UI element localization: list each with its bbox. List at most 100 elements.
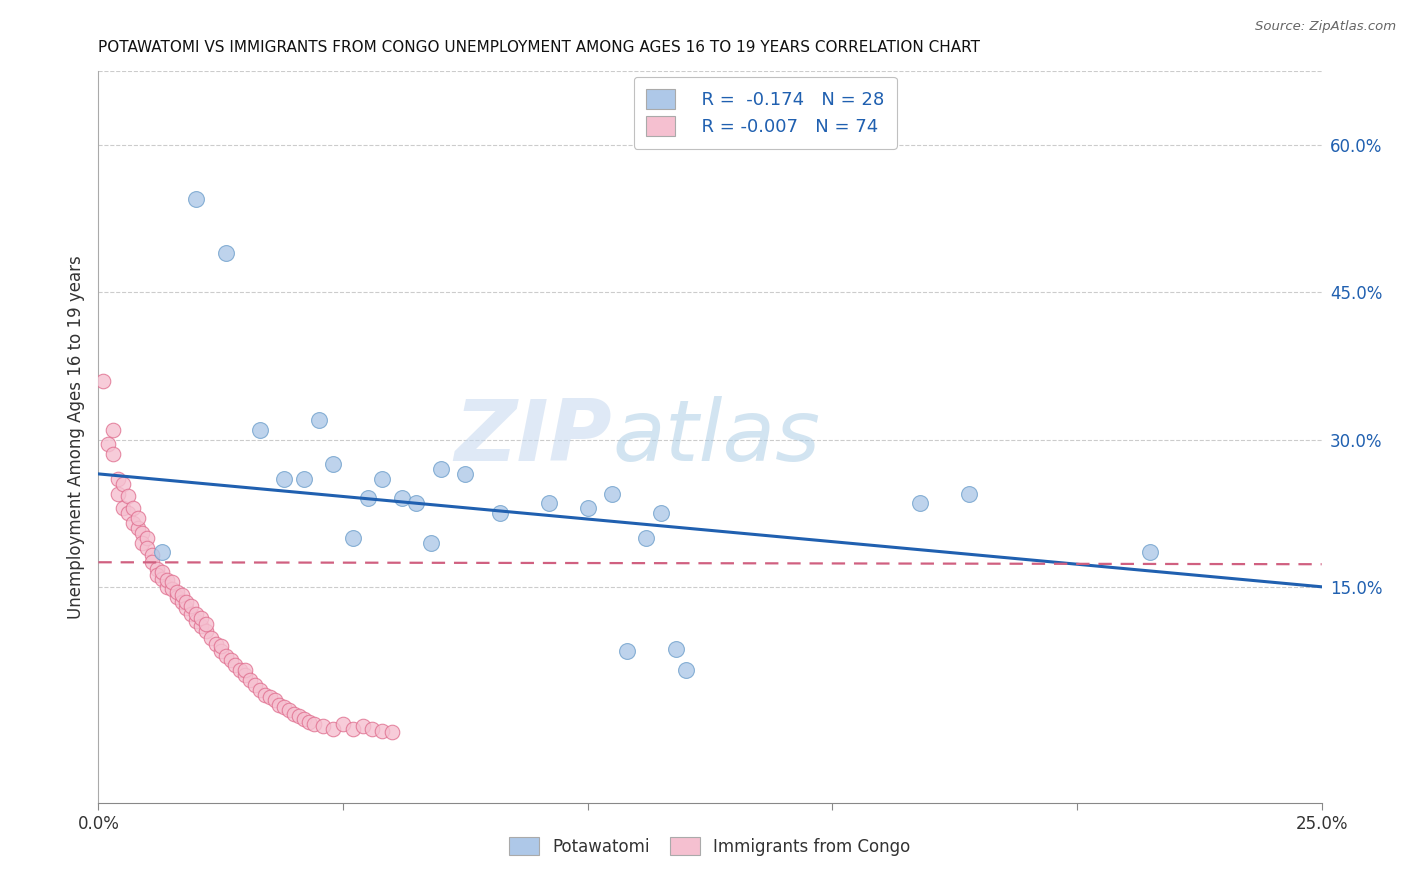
Point — [405, 496, 427, 510]
Point — [214, 246, 236, 260]
Point — [160, 574, 183, 589]
Point — [420, 535, 443, 549]
Point — [259, 690, 281, 704]
Point — [91, 374, 114, 388]
Point — [249, 682, 271, 697]
Point — [195, 624, 218, 638]
Point — [665, 641, 688, 656]
Point — [292, 712, 315, 726]
Point — [263, 692, 285, 706]
Point — [322, 457, 344, 471]
Point — [141, 549, 163, 563]
Text: ZIP: ZIP — [454, 395, 612, 479]
Point — [190, 619, 212, 633]
Point — [675, 663, 697, 677]
Point — [186, 614, 208, 628]
Point — [371, 724, 394, 739]
Point — [342, 722, 364, 736]
Point — [229, 663, 252, 677]
Legend: Potawatomi, Immigrants from Congo: Potawatomi, Immigrants from Congo — [501, 829, 920, 864]
Point — [454, 467, 477, 481]
Point — [224, 658, 246, 673]
Point — [292, 472, 315, 486]
Point — [170, 588, 193, 602]
Point — [101, 447, 124, 461]
Point — [107, 486, 129, 500]
Text: POTAWATOMI VS IMMIGRANTS FROM CONGO UNEMPLOYMENT AMONG AGES 16 TO 19 YEARS CORRE: POTAWATOMI VS IMMIGRANTS FROM CONGO UNEM… — [98, 40, 980, 55]
Point — [249, 423, 271, 437]
Point — [239, 673, 262, 687]
Point — [121, 501, 143, 516]
Point — [156, 580, 179, 594]
Point — [253, 688, 276, 702]
Point — [150, 545, 173, 559]
Point — [356, 491, 378, 506]
Point — [283, 707, 305, 722]
Point — [136, 531, 159, 545]
Point — [170, 594, 193, 608]
Point — [186, 192, 208, 206]
Point — [243, 678, 266, 692]
Point — [146, 568, 169, 582]
Point — [146, 562, 169, 576]
Point — [121, 516, 143, 530]
Point — [131, 535, 153, 549]
Point — [278, 702, 301, 716]
Point — [190, 611, 212, 625]
Point — [371, 472, 394, 486]
Point — [650, 506, 672, 520]
Point — [117, 490, 139, 504]
Point — [312, 719, 335, 733]
Point — [488, 506, 510, 520]
Point — [209, 643, 232, 657]
Point — [97, 437, 120, 451]
Point — [200, 631, 222, 645]
Point — [636, 531, 658, 545]
Point — [288, 709, 311, 723]
Point — [176, 601, 198, 615]
Text: atlas: atlas — [612, 395, 820, 479]
Point — [332, 717, 354, 731]
Text: Source: ZipAtlas.com: Source: ZipAtlas.com — [1256, 20, 1396, 33]
Point — [166, 590, 188, 604]
Point — [195, 617, 218, 632]
Point — [600, 486, 623, 500]
Point — [576, 501, 599, 516]
Point — [150, 572, 173, 586]
Point — [219, 653, 242, 667]
Point — [141, 555, 163, 569]
Point — [342, 531, 364, 545]
Point — [111, 501, 134, 516]
Point — [957, 486, 980, 500]
Point — [117, 506, 139, 520]
Point — [111, 476, 134, 491]
Point — [269, 698, 291, 712]
Point — [150, 565, 173, 579]
Point — [537, 496, 560, 510]
Point — [616, 643, 638, 657]
Point — [430, 462, 453, 476]
Point — [127, 521, 149, 535]
Point — [136, 541, 159, 555]
Point — [233, 663, 256, 677]
Point — [322, 722, 344, 736]
Point — [302, 717, 325, 731]
Point — [233, 668, 256, 682]
Point — [156, 573, 179, 587]
Point — [107, 472, 129, 486]
Point — [180, 607, 202, 622]
Point — [127, 511, 149, 525]
Point — [298, 715, 321, 730]
Point — [273, 699, 295, 714]
Point — [352, 719, 374, 733]
Point — [166, 584, 188, 599]
Point — [910, 496, 932, 510]
Point — [214, 648, 236, 663]
Point — [209, 639, 232, 653]
Point — [176, 594, 198, 608]
Point — [391, 491, 413, 506]
Point — [361, 722, 384, 736]
Point — [101, 423, 124, 437]
Point — [1139, 545, 1161, 559]
Y-axis label: Unemployment Among Ages 16 to 19 years: Unemployment Among Ages 16 to 19 years — [66, 255, 84, 619]
